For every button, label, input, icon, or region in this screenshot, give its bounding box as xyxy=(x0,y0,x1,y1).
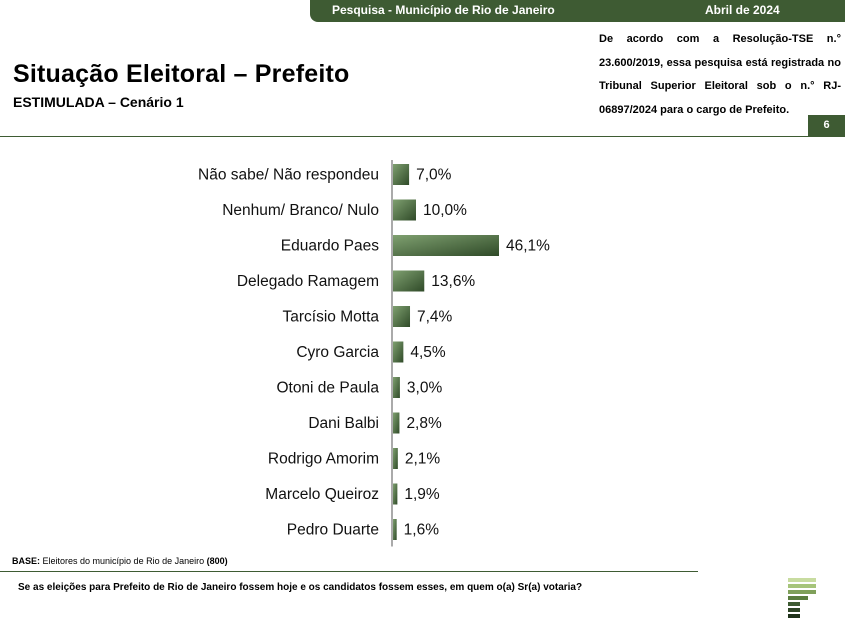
bar-chart: Não sabe/ Não respondeu 7,0% Nenhum/ Branc… xyxy=(198,160,550,547)
base-label: BASE: xyxy=(12,556,41,566)
bar xyxy=(393,235,499,256)
data-label: 1,6% xyxy=(404,522,440,539)
survey-question: Se as eleições para Prefeito de Rio de J… xyxy=(18,582,583,593)
category-label: Cyro Garcia xyxy=(296,344,379,361)
company-logo-icon xyxy=(788,578,816,618)
category-label: Tarcísio Motta xyxy=(283,309,380,326)
bar xyxy=(393,448,398,469)
chart-layer: Não sabe/ Não respondeu 7,0% Nenhum/ Branc… xyxy=(198,160,550,547)
category-label: Pedro Duarte xyxy=(287,522,379,539)
data-label: 2,8% xyxy=(406,415,442,432)
bar xyxy=(393,306,411,327)
bar xyxy=(393,341,404,363)
data-label: 7,0% xyxy=(416,167,452,184)
bar xyxy=(393,199,416,221)
category-label: Otoni de Paula xyxy=(276,380,379,397)
data-label: 1,9% xyxy=(404,486,440,503)
page-subtitle: ESTIMULADA – Cenário 1 xyxy=(13,94,184,110)
legal-note: De acordo com a Resolução-TSE n.° 23.600… xyxy=(599,33,841,116)
bar xyxy=(393,483,398,505)
category-label: Marcelo Queiroz xyxy=(265,486,379,503)
bar xyxy=(393,519,397,540)
data-label: 10,0% xyxy=(423,202,467,219)
base-text: Eleitores do município de Rio de Janeiro xyxy=(40,556,207,566)
page-title: Situação Eleitoral – Prefeito xyxy=(13,60,350,88)
header-divider xyxy=(0,136,845,137)
base-note: BASE: Eleitores do município de Rio de J… xyxy=(12,556,228,566)
data-label: 4,5% xyxy=(410,344,446,361)
data-label: 46,1% xyxy=(506,238,550,255)
data-label: 13,6% xyxy=(431,273,475,290)
data-label: 2,1% xyxy=(405,451,441,468)
bar xyxy=(393,377,400,398)
category-label: Nenhum/ Branco/ Nulo xyxy=(222,202,379,219)
data-label: 3,0% xyxy=(407,380,443,397)
bar xyxy=(393,164,410,185)
survey-date: Abril de 2024 xyxy=(705,3,780,17)
footer-divider xyxy=(0,571,698,572)
category-label: Eduardo Paes xyxy=(281,238,379,255)
category-label: Rodrigo Amorim xyxy=(268,451,379,468)
category-label: Dani Balbi xyxy=(308,415,379,432)
bar xyxy=(393,270,425,292)
survey-name: Pesquisa - Município de Rio de Janeiro xyxy=(332,3,555,17)
header-bar: Pesquisa - Município de Rio de Janeiro A… xyxy=(310,0,845,22)
base-count: (800) xyxy=(206,556,228,566)
category-label: Delegado Ramagem xyxy=(237,273,379,290)
page-number-badge: 6 xyxy=(808,115,845,136)
data-label: 7,4% xyxy=(417,309,453,326)
bar xyxy=(393,412,400,434)
category-label: Não sabe/ Não respondeu xyxy=(198,167,379,184)
